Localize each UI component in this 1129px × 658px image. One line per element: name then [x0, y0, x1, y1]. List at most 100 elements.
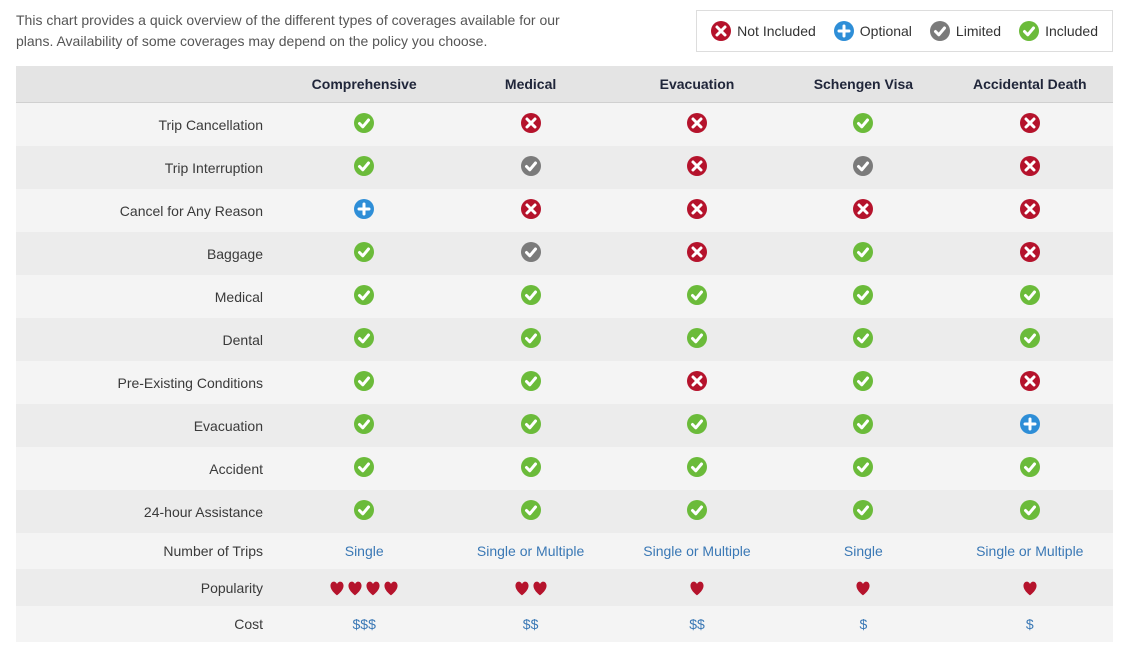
included-icon: [354, 242, 374, 262]
included-icon: [853, 242, 873, 262]
limited-icon: [521, 242, 541, 262]
column-header: Comprehensive: [281, 66, 447, 103]
coverage-cell: [281, 189, 447, 232]
included-icon: [687, 500, 707, 520]
included-icon: [853, 371, 873, 391]
limited-icon: [521, 156, 541, 176]
included-icon: [521, 285, 541, 305]
coverage-cell: [614, 232, 780, 275]
cost-value[interactable]: $$$: [353, 616, 376, 632]
coverage-cell: [780, 490, 946, 533]
coverage-cell: [947, 447, 1113, 490]
included-icon: [521, 371, 541, 391]
cost-value[interactable]: $: [859, 616, 867, 632]
info-cell: [947, 569, 1113, 606]
row-label: Cost: [16, 606, 281, 642]
row-label: Popularity: [16, 569, 281, 606]
coverage-cell: [614, 490, 780, 533]
coverage-cell: [614, 189, 780, 232]
popularity-hearts: [328, 579, 400, 595]
info-cell: Single or Multiple: [947, 533, 1113, 569]
coverage-cell: [947, 189, 1113, 232]
not-included-icon: [687, 199, 707, 219]
row-label: Trip Cancellation: [16, 103, 281, 147]
legend-label: Not Included: [737, 23, 816, 39]
row-label: Baggage: [16, 232, 281, 275]
included-icon: [687, 457, 707, 477]
legend-box: Not Included Optional Limited Included: [696, 10, 1113, 52]
row-label: Number of Trips: [16, 533, 281, 569]
number-of-trips-value[interactable]: Single or Multiple: [976, 543, 1083, 559]
table-row: Trip Interruption: [16, 146, 1113, 189]
table-row: Accident: [16, 447, 1113, 490]
optional-icon: [834, 21, 854, 41]
coverage-cell: [281, 275, 447, 318]
info-cell: [780, 569, 946, 606]
info-cell: [281, 569, 447, 606]
popularity-hearts: [688, 579, 706, 595]
legend-label: Limited: [956, 23, 1001, 39]
not-included-icon: [1020, 156, 1040, 176]
included-icon: [1020, 285, 1040, 305]
coverage-cell: [447, 275, 613, 318]
column-header: Schengen Visa: [780, 66, 946, 103]
included-icon: [1020, 328, 1040, 348]
legend-limited: Limited: [930, 21, 1001, 41]
included-icon: [354, 414, 374, 434]
coverage-cell: [947, 232, 1113, 275]
cost-value[interactable]: $$: [523, 616, 539, 632]
number-of-trips-value[interactable]: Single or Multiple: [477, 543, 584, 559]
row-label: Cancel for Any Reason: [16, 189, 281, 232]
coverage-cell: [947, 490, 1113, 533]
coverage-cell: [447, 447, 613, 490]
coverage-cell: [281, 490, 447, 533]
included-icon: [853, 113, 873, 133]
legend-included: Included: [1019, 21, 1098, 41]
row-label: Medical: [16, 275, 281, 318]
coverage-cell: [780, 232, 946, 275]
number-of-trips-value[interactable]: Single: [844, 543, 883, 559]
popularity-hearts: [1021, 579, 1039, 595]
not-included-icon: [687, 371, 707, 391]
included-icon: [521, 457, 541, 477]
optional-icon: [354, 199, 374, 219]
not-included-icon: [853, 199, 873, 219]
info-cell: Single: [780, 533, 946, 569]
header-empty: [16, 66, 281, 103]
coverage-cell: [780, 404, 946, 447]
included-icon: [354, 371, 374, 391]
included-icon: [687, 414, 707, 434]
info-cell: $$: [614, 606, 780, 642]
cost-value[interactable]: $$: [689, 616, 705, 632]
not-included-icon: [521, 199, 541, 219]
cost-value[interactable]: $: [1026, 616, 1034, 632]
coverage-cell: [281, 232, 447, 275]
table-row: Cancel for Any Reason: [16, 189, 1113, 232]
included-icon: [1020, 457, 1040, 477]
coverage-cell: [614, 447, 780, 490]
included-icon: [1020, 500, 1040, 520]
coverage-cell: [447, 404, 613, 447]
number-of-trips-value[interactable]: Single: [345, 543, 384, 559]
included-icon: [354, 285, 374, 305]
limited-icon: [853, 156, 873, 176]
legend-optional: Optional: [834, 21, 912, 41]
popularity-hearts: [854, 579, 872, 595]
not-included-icon: [1020, 199, 1040, 219]
included-icon: [354, 457, 374, 477]
coverage-cell: [614, 361, 780, 404]
coverage-cell: [780, 275, 946, 318]
not-included-icon: [687, 242, 707, 262]
coverage-cell: [947, 318, 1113, 361]
table-row: Medical: [16, 275, 1113, 318]
not-included-icon: [687, 113, 707, 133]
number-of-trips-value[interactable]: Single or Multiple: [643, 543, 750, 559]
included-icon: [521, 328, 541, 348]
not-included-icon: [521, 113, 541, 133]
column-header: Medical: [447, 66, 613, 103]
table-row: Evacuation: [16, 404, 1113, 447]
included-icon: [354, 156, 374, 176]
coverage-cell: [614, 318, 780, 361]
info-cell: [614, 569, 780, 606]
coverage-cell: [281, 447, 447, 490]
